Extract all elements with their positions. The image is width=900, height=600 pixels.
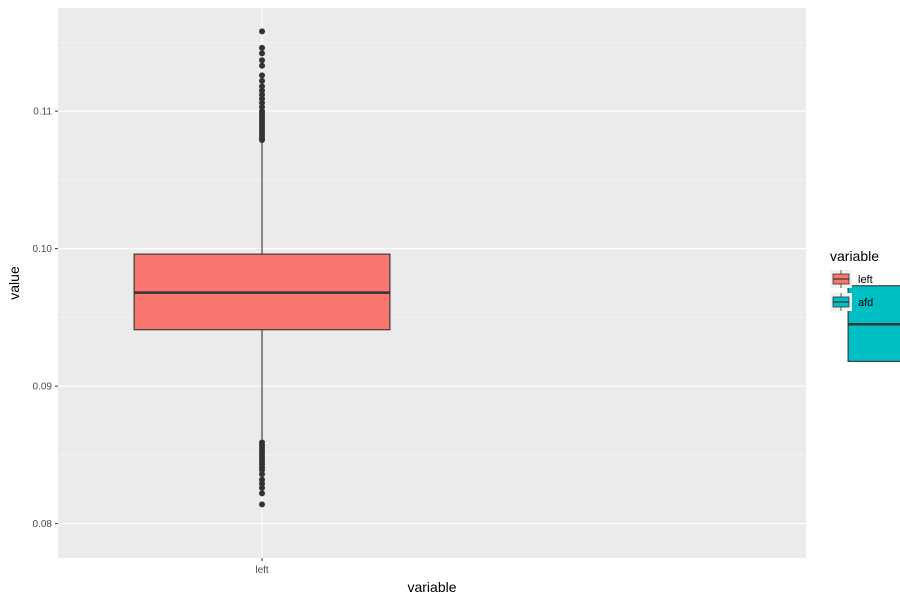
outlier-point — [259, 83, 266, 90]
y-axis: 0.08 0.09 0.10 0.11 — [33, 107, 58, 530]
y-axis-title: value — [6, 266, 22, 300]
x-tick-label: left — [255, 565, 269, 576]
outlier-point — [259, 471, 266, 478]
y-tick-label: 0.09 — [33, 382, 53, 393]
outlier-point — [259, 28, 266, 35]
outlier-point — [259, 62, 266, 69]
x-axis-title: variable — [407, 579, 456, 595]
box-left — [133, 28, 391, 508]
outlier-point — [259, 484, 266, 491]
y-tick-label: 0.08 — [33, 519, 53, 530]
legend-label: left — [858, 274, 873, 286]
outlier-point — [259, 77, 266, 84]
outlier-point — [259, 476, 266, 483]
outlier-point — [259, 50, 266, 57]
outlier-point — [259, 467, 266, 473]
outlier-point — [259, 501, 266, 508]
legend-label: afd — [858, 297, 873, 309]
box-afd — [847, 285, 900, 362]
boxes — [133, 28, 900, 508]
outlier-point — [259, 72, 266, 79]
y-tick-label: 0.11 — [33, 107, 52, 118]
outlier-point — [259, 91, 266, 98]
outlier-point — [259, 108, 266, 115]
outlier-point — [259, 99, 266, 106]
y-tick-label: 0.10 — [33, 244, 53, 255]
outlier-point — [259, 87, 266, 94]
outlier-point — [259, 490, 266, 497]
legend: variable left afd — [830, 248, 879, 311]
outlier-point — [259, 57, 266, 64]
legend-item-afd: afd — [830, 293, 873, 311]
outlier-point — [259, 480, 266, 487]
outlier-point — [259, 95, 266, 102]
outlier-point — [259, 104, 266, 110]
outlier-point — [259, 44, 266, 51]
legend-item-left: left — [830, 270, 873, 288]
legend-title: variable — [830, 248, 879, 264]
